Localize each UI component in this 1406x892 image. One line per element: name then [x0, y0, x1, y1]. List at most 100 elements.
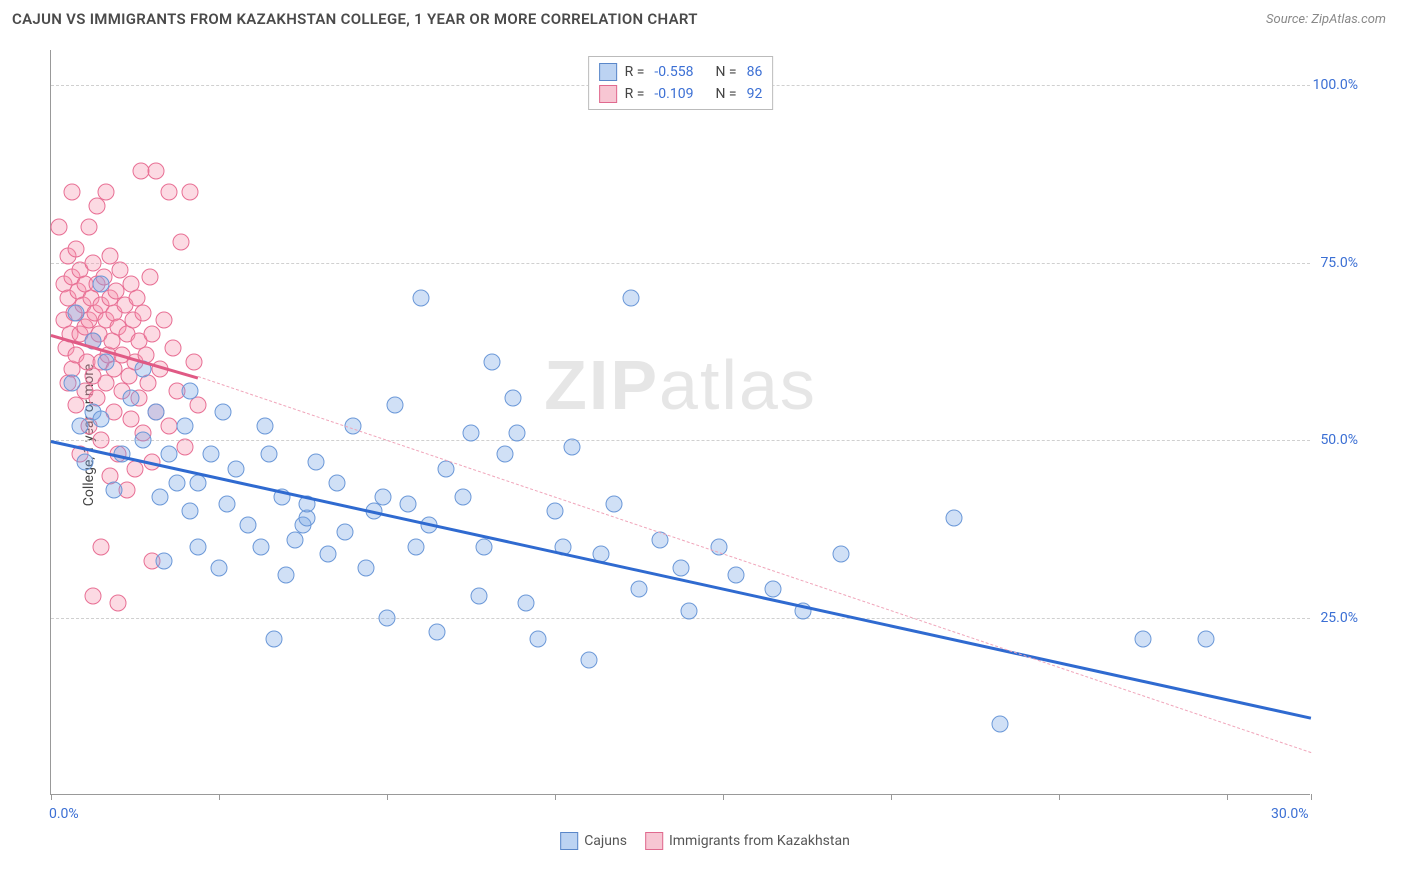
legend-n-value: 86 [747, 64, 763, 80]
legend-item: Cajuns [560, 832, 627, 850]
data-point [76, 453, 93, 470]
legend-r-label: R = [625, 86, 645, 102]
data-point [765, 581, 782, 598]
data-point [93, 276, 110, 293]
data-point [177, 418, 194, 435]
data-point [530, 630, 547, 647]
data-point [261, 446, 278, 463]
data-point [454, 489, 471, 506]
data-point [127, 460, 144, 477]
data-point [148, 162, 165, 179]
legend-n-value: 92 [747, 86, 763, 102]
data-point [387, 396, 404, 413]
legend-r-value: -0.558 [654, 64, 693, 80]
data-point [106, 481, 123, 498]
data-point [471, 588, 488, 605]
x-tick [219, 794, 220, 800]
data-point [1198, 630, 1215, 647]
data-point [190, 474, 207, 491]
data-point [51, 219, 68, 236]
data-point [110, 595, 127, 612]
data-point [160, 418, 177, 435]
data-point [307, 453, 324, 470]
data-point [992, 716, 1009, 733]
data-point [400, 496, 417, 513]
legend-n-label: N = [715, 64, 736, 80]
data-point [72, 418, 89, 435]
x-tick [1311, 794, 1312, 800]
data-point [727, 567, 744, 584]
data-point [412, 290, 429, 307]
data-point [379, 609, 396, 626]
chart-area: College, 1 year or more ZIPatlas R = -0.… [50, 50, 1360, 820]
data-point [97, 183, 114, 200]
data-point [93, 432, 110, 449]
chart-header: CAJUN VS IMMIGRANTS FROM KAZAKHSTAN COLL… [0, 0, 1406, 33]
data-point [135, 432, 152, 449]
data-point [93, 538, 110, 555]
gridline [51, 440, 1310, 441]
data-point [622, 290, 639, 307]
chart-source: Source: ZipAtlas.com [1266, 12, 1386, 27]
data-point [374, 489, 391, 506]
data-point [68, 240, 85, 257]
data-point [93, 410, 110, 427]
y-tick-label: 100.0% [1313, 77, 1358, 93]
scatter-plot: ZIPatlas R = -0.558 N = 86 R = -0.109 N = 9… [50, 50, 1310, 795]
data-point [563, 439, 580, 456]
data-point [681, 602, 698, 619]
data-point [215, 403, 232, 420]
data-point [463, 425, 480, 442]
data-point [265, 630, 282, 647]
legend-swatch [645, 832, 663, 850]
data-point [496, 446, 513, 463]
data-point [85, 588, 102, 605]
data-point [160, 446, 177, 463]
data-point [505, 389, 522, 406]
x-tick [51, 794, 52, 800]
data-point [156, 311, 173, 328]
data-point [337, 524, 354, 541]
data-point [202, 446, 219, 463]
legend-swatch [599, 85, 617, 103]
data-point [320, 545, 337, 562]
watermark: ZIPatlas [544, 345, 817, 425]
data-point [181, 503, 198, 520]
data-point [64, 375, 81, 392]
data-point [509, 425, 526, 442]
legend-r-value: -0.109 [654, 86, 693, 102]
data-point [227, 460, 244, 477]
x-tick [891, 794, 892, 800]
data-point [257, 418, 274, 435]
data-point [832, 545, 849, 562]
legend-r-label: R = [625, 64, 645, 80]
data-point [580, 652, 597, 669]
data-point [408, 538, 425, 555]
x-tick [387, 794, 388, 800]
chart-title: CAJUN VS IMMIGRANTS FROM KAZAKHSTAN COLL… [12, 10, 698, 28]
y-tick-label: 75.0% [1320, 255, 1358, 271]
x-tick [555, 794, 556, 800]
legend-row: R = -0.109 N = 92 [599, 83, 763, 105]
x-tick-label: 30.0% [1271, 806, 1309, 822]
legend-swatch [599, 63, 617, 81]
data-point [181, 382, 198, 399]
data-point [429, 623, 446, 640]
data-point [1135, 630, 1152, 647]
legend-series-name: Cajuns [584, 833, 627, 849]
legend-n-label: N = [715, 86, 736, 102]
x-tick [1227, 794, 1228, 800]
data-point [68, 304, 85, 321]
data-point [253, 538, 270, 555]
y-tick-label: 50.0% [1320, 432, 1358, 448]
data-point [673, 559, 690, 576]
data-point [631, 581, 648, 598]
x-tick [723, 794, 724, 800]
data-point [517, 595, 534, 612]
data-point [358, 559, 375, 576]
data-point [160, 183, 177, 200]
trend-line [51, 440, 1312, 719]
data-point [97, 354, 114, 371]
data-point [219, 496, 236, 513]
data-point [143, 325, 160, 342]
